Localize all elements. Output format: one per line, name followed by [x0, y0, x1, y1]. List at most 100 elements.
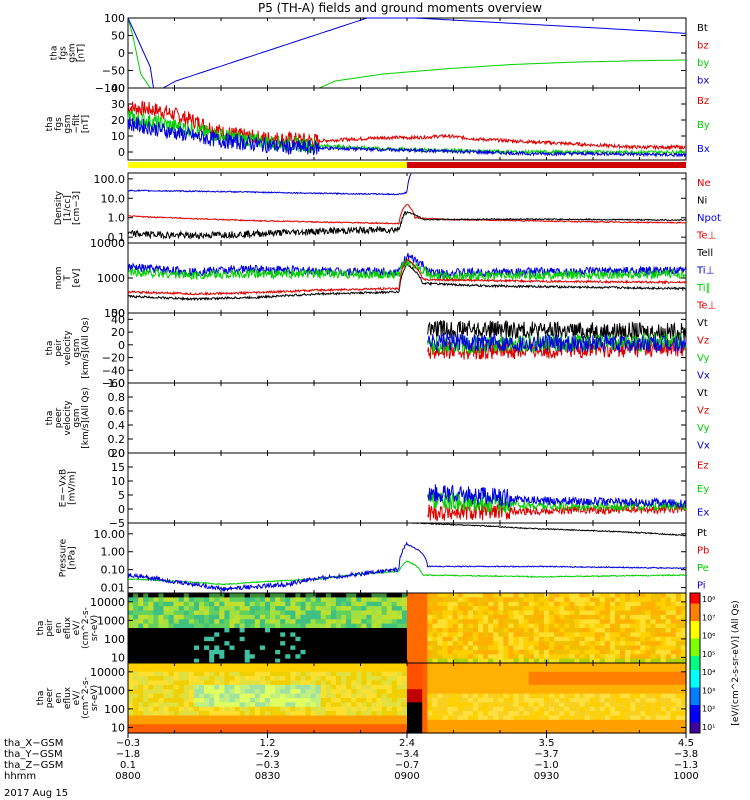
heatmap-cell — [559, 606, 565, 612]
heatmap-cell — [589, 636, 596, 642]
heatmap-cell — [554, 719, 560, 725]
heatmap-cell — [457, 649, 464, 655]
heatmap-cell — [579, 645, 586, 651]
heatmap-cell — [518, 702, 525, 708]
heatmap-cell — [650, 684, 657, 690]
heatmap-cell — [335, 597, 342, 603]
heatmap-cell — [462, 684, 469, 690]
heatmap-cell — [523, 636, 530, 642]
heatmap-cell — [579, 676, 586, 682]
heatmap-cell — [670, 711, 677, 717]
heatmap-cell — [335, 606, 342, 612]
heatmap-cell — [188, 658, 195, 664]
heatmap-cell — [675, 619, 682, 625]
heatmap-cell — [467, 711, 474, 717]
heatmap-cell — [630, 606, 636, 612]
heatmap-cell — [138, 645, 144, 651]
heatmap-cell — [457, 614, 464, 620]
heatmap-cell — [270, 706, 276, 712]
heatmap-cell — [457, 597, 464, 603]
heatmap-cell — [219, 702, 225, 708]
heatmap-cell — [295, 606, 302, 612]
heatmap-cell — [341, 663, 347, 668]
heatmap-cell — [138, 728, 144, 734]
x-tick-label: 0900 — [394, 771, 419, 782]
heatmap-cell — [447, 728, 454, 734]
heatmap-cell — [285, 689, 291, 695]
heatmap-cell — [401, 684, 408, 690]
heatmap-cell — [569, 654, 575, 660]
heatmap-cell — [467, 684, 474, 690]
y-tick-label: 1000 — [97, 684, 125, 697]
heatmap-cell — [665, 623, 672, 629]
heatmap-cell — [579, 614, 586, 620]
heatmap-cell — [427, 610, 433, 616]
heatmap-cell — [204, 641, 210, 647]
heatmap-cell — [300, 628, 307, 633]
heatmap-cell — [183, 641, 190, 647]
heatmap-cell — [153, 684, 160, 690]
heatmap-cell — [559, 641, 565, 647]
heatmap-cell — [549, 593, 555, 598]
heatmap-cell — [650, 601, 657, 607]
heatmap-cell — [478, 693, 484, 699]
heatmap-cell — [138, 667, 144, 673]
heatmap-cell — [280, 684, 286, 690]
heatmap-cell — [335, 623, 342, 629]
heatmap-cell — [351, 649, 357, 655]
heatmap-cell — [219, 684, 225, 690]
heatmap-cell — [234, 680, 241, 686]
heatmap-cell — [665, 610, 672, 616]
x-tick-label: 3.5 — [539, 738, 555, 749]
heatmap-cell — [528, 663, 535, 668]
heatmap-cell — [310, 636, 317, 642]
heatmap-cell — [183, 702, 190, 708]
x-tick-label: 0830 — [255, 771, 280, 782]
heatmap-cell — [330, 715, 337, 721]
heatmap-cell — [670, 663, 677, 668]
heatmap-cell — [335, 684, 342, 690]
heatmap-cell — [305, 715, 312, 721]
heatmap-cell — [209, 676, 215, 682]
heatmap-cell — [549, 671, 555, 677]
heatmap-cell — [457, 693, 464, 699]
heatmap-cell — [188, 623, 195, 629]
heatmap-cell — [488, 645, 494, 651]
heatmap-cell — [158, 645, 165, 651]
heatmap-cell — [472, 689, 479, 695]
x-tick-label: 1.2 — [260, 738, 276, 749]
heatmap-cell — [549, 614, 555, 620]
heatmap-cell — [396, 676, 403, 682]
heatmap-cell — [584, 702, 591, 708]
heatmap-cell — [538, 636, 545, 642]
heatmap-cell — [401, 614, 408, 620]
heatmap-cell — [224, 663, 231, 668]
heatmap-cell — [391, 671, 398, 677]
heatmap-cell — [417, 689, 423, 695]
y-tick-label: 100 — [104, 703, 125, 716]
heatmap-cell — [285, 693, 291, 699]
heatmap-cell — [401, 706, 408, 712]
heatmap-cell — [513, 610, 520, 616]
mode-bar-segment-0 — [128, 162, 407, 168]
heatmap-cell — [275, 597, 281, 603]
heatmap-cell — [579, 597, 586, 603]
heatmap-cell — [280, 706, 286, 712]
y-tick-label: 0.1 — [108, 231, 126, 244]
heatmap-cell — [158, 593, 165, 598]
heatmap-cell — [462, 715, 469, 721]
heatmap-cell — [513, 680, 520, 686]
heatmap-cell — [254, 623, 261, 629]
heatmap-cell — [472, 667, 479, 673]
heatmap-cell — [285, 698, 291, 703]
heatmap-cell — [366, 641, 373, 647]
heatmap-cell — [584, 654, 591, 660]
heatmap-cell — [625, 680, 631, 686]
heatmap-cell — [295, 693, 302, 699]
heatmap-cell — [335, 698, 342, 703]
heatmap-cell — [351, 628, 357, 633]
heatmap-cell — [341, 619, 347, 625]
heatmap-cell — [488, 724, 494, 730]
heatmap-cell — [533, 663, 540, 668]
heatmap-cell — [599, 632, 606, 638]
